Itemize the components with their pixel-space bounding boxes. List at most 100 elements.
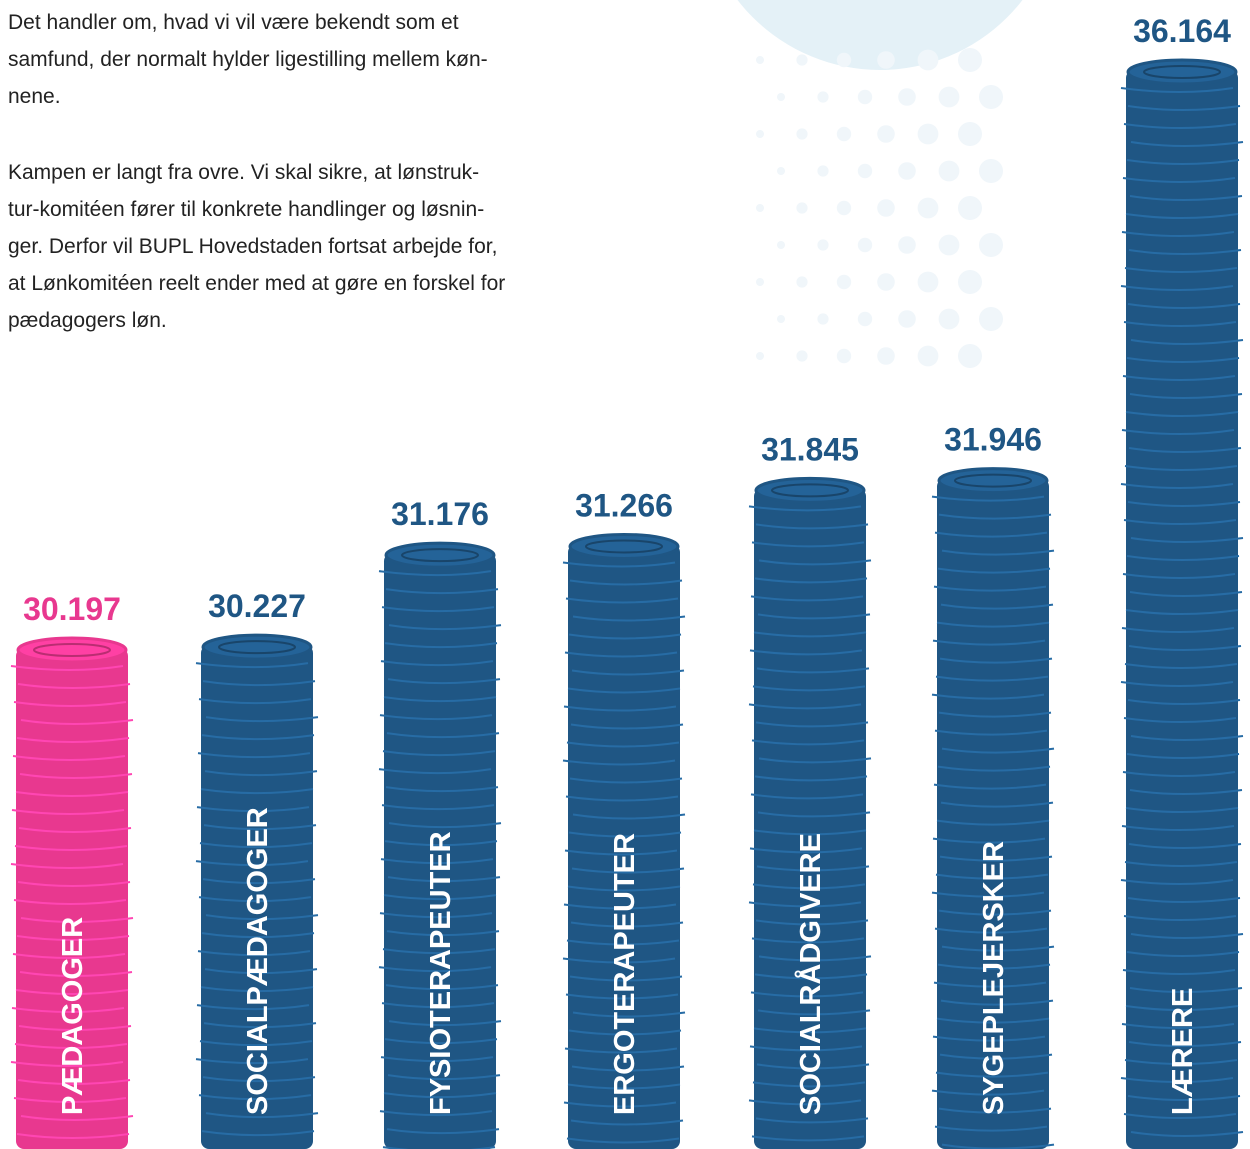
coin-edge	[754, 973, 868, 980]
coin-edge	[749, 1045, 863, 1052]
coin-edge	[19, 773, 133, 779]
dot	[877, 125, 895, 143]
dot	[877, 51, 895, 69]
coin-top	[16, 636, 128, 664]
coin-edge	[200, 788, 314, 795]
dot	[898, 310, 916, 328]
dot	[877, 347, 895, 365]
coin-edge	[565, 597, 679, 604]
coin-top-inner	[218, 640, 296, 655]
coin-edge	[383, 696, 497, 703]
coin-edge	[199, 1040, 313, 1047]
dot	[777, 167, 785, 175]
value-label: 30.227	[208, 588, 306, 624]
coin-edge	[1125, 1005, 1239, 1011]
coin-edge	[379, 714, 493, 721]
coin-edge	[202, 1076, 316, 1083]
coin-edge	[1122, 375, 1236, 381]
coin-edge	[195, 662, 309, 669]
dot	[917, 197, 939, 219]
coin-edge	[756, 667, 870, 674]
coin-stack	[748, 476, 872, 1149]
coin-edge	[1127, 105, 1241, 111]
coin-edge	[940, 999, 1054, 1006]
coin-edge	[1120, 879, 1234, 885]
coin-edge	[940, 801, 1054, 808]
coin-edge	[1127, 501, 1241, 507]
category-label: SYGEPLEJERSKER	[978, 841, 1010, 1115]
coin-edge	[380, 1056, 494, 1063]
coin-edge	[1127, 699, 1241, 705]
coin-edge	[568, 1029, 682, 1036]
coin-edge	[196, 1004, 310, 1011]
dot	[756, 56, 764, 64]
coin-edge	[200, 986, 314, 993]
coin-edge	[203, 1022, 317, 1029]
coin-edge	[1128, 645, 1242, 651]
coin-edge	[935, 675, 1049, 682]
value-label: 31.946	[944, 422, 1042, 458]
coin-edge	[567, 1083, 681, 1090]
dot	[898, 236, 916, 254]
coin-edge	[382, 750, 496, 757]
coin-edge	[939, 855, 1053, 862]
coin-top	[1126, 58, 1238, 86]
bar	[1126, 70, 1238, 1149]
coin-edge	[12, 755, 126, 761]
coin-edge	[572, 813, 686, 820]
coin-edge	[13, 899, 127, 905]
dot	[756, 204, 764, 212]
coin-edge	[11, 809, 125, 815]
coin-edge	[570, 921, 684, 928]
coin-edge	[931, 891, 1045, 898]
dot	[796, 128, 808, 140]
coin-edge	[570, 1119, 684, 1126]
coin-edge	[10, 665, 124, 671]
coin-edge	[1124, 465, 1238, 471]
value-label: 31.266	[575, 487, 673, 523]
coin-edge	[1129, 789, 1243, 795]
coin-edge	[565, 993, 679, 1000]
coin-edge	[936, 819, 1050, 826]
coin-edge	[1130, 537, 1244, 543]
coin-edge	[562, 759, 676, 766]
coin-edge	[1126, 753, 1240, 759]
coin-edge	[934, 729, 1048, 736]
coin-edge	[1123, 1113, 1237, 1119]
coin-stack	[562, 532, 686, 1149]
dot	[938, 308, 960, 330]
coin-edge	[755, 919, 869, 926]
coin-edge	[1124, 861, 1238, 867]
dot	[817, 165, 829, 177]
coin-edge	[16, 737, 130, 743]
coin-edge	[757, 1009, 871, 1016]
coin-edge	[750, 595, 864, 602]
coin-top-inner	[585, 539, 663, 554]
coin-edge	[198, 698, 312, 705]
coin-edge	[1124, 267, 1238, 273]
dot	[917, 123, 939, 145]
dot	[857, 237, 873, 253]
coin-edge	[1120, 285, 1234, 291]
paragraph-line: Kampen er langt fra ovre. Vi skal sikre,…	[8, 161, 479, 184]
coin-edge	[1127, 897, 1241, 903]
dot	[777, 315, 785, 323]
coin-edge	[379, 912, 493, 919]
coin-edge	[1120, 483, 1234, 489]
coin-edge	[388, 822, 502, 829]
dot	[817, 239, 829, 251]
coin-edge	[199, 842, 313, 849]
coin-edge	[935, 1071, 1049, 1078]
coin-edge	[752, 1081, 866, 1088]
coin-edge	[386, 1128, 500, 1135]
coin-edge	[750, 793, 864, 800]
coin-edge	[755, 1117, 869, 1124]
dot	[796, 54, 808, 66]
coin-edge	[17, 881, 131, 887]
coin-edge	[569, 777, 683, 784]
dot	[938, 160, 960, 182]
coin-edge	[757, 613, 871, 620]
coin-edge	[936, 621, 1050, 628]
coin-edge	[571, 669, 685, 676]
coin-stack	[195, 633, 319, 1149]
